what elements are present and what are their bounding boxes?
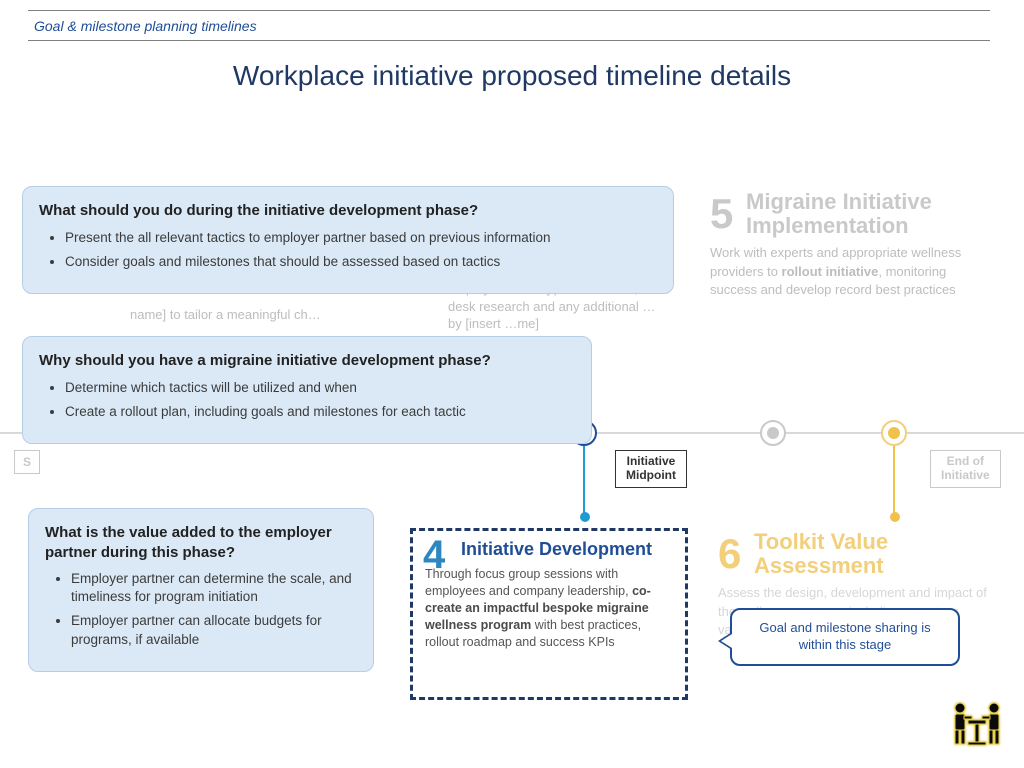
timeline-end-label: End ofInitiative [930,450,1001,488]
breadcrumb: Goal & milestone planning timelines [34,18,257,34]
callout-what-do: What should you do during the initiative… [22,186,674,294]
timeline-midpoint-text: InitiativeMidpoint [626,454,676,482]
callout-what-do-list: Present the all relevant tactics to empl… [39,229,657,271]
timeline-node-step5 [760,420,786,446]
meeting-icon [948,700,1006,756]
step-6-title: Toolkit Value Assessment [754,530,988,578]
step-4-highlight: 4 Initiative Development Through focus g… [410,528,688,700]
callout-value-item: Employer partner can allocate budgets fo… [71,612,357,648]
callout-why-item: Create a rollout plan, including goals a… [65,403,575,421]
goal-bubble-text: Goal and milestone sharing is within thi… [759,620,930,652]
step-4-title: Initiative Development [461,539,673,560]
step-5-body: Work with experts and appropriate wellne… [710,244,970,299]
step-4-body: Through focus group sessions with employ… [425,566,673,650]
step-5-number: 5 [710,190,733,238]
callout-what-do-item: Consider goals and milestones that shoul… [65,253,657,271]
ghost-text-1: name] to tailor a meaningful ch… [130,306,360,324]
step-5-body-bold: rollout initiative [782,264,879,279]
callout-why-heading: Why should you have a migraine initiativ… [39,351,575,371]
timeline-stem-dot [580,512,590,522]
timeline-end-text: End ofInitiative [941,454,990,482]
slide: Goal & milestone planning timelines Work… [0,0,1024,768]
callout-value-list: Employer partner can determine the scale… [45,570,357,649]
step-4-number: 4 [423,533,445,578]
rule-under-breadcrumb [28,40,990,41]
timeline-midpoint-label: InitiativeMidpoint [615,450,687,488]
timeline-stem-step6-dot [890,512,900,522]
step-5-title: Migraine Initiative Implementation [746,190,970,238]
callout-why: Why should you have a migraine initiativ… [22,336,592,444]
callout-why-list: Determine which tactics will be utilized… [39,379,575,421]
timeline-stem-midpoint [583,446,585,516]
step-4-body-pre: Through focus group sessions with employ… [425,567,632,598]
step-5: 5 Migraine Initiative Implementation Wor… [710,190,970,299]
timeline-stem-step6 [893,446,895,516]
rule-top [28,10,990,11]
timeline-node-step6 [881,420,907,446]
goal-bubble: Goal and milestone sharing is within thi… [730,608,960,666]
callout-what-do-heading: What should you do during the initiative… [39,201,657,221]
callout-value-item: Employer partner can determine the scale… [71,570,357,606]
page-title: Workplace initiative proposed timeline d… [0,60,1024,92]
callout-why-item: Determine which tactics will be utilized… [65,379,575,397]
step-6-number: 6 [718,530,741,578]
callout-what-do-item: Present the all relevant tactics to empl… [65,229,657,247]
timeline-start-box: S [14,450,40,474]
callout-value-heading: What is the value added to the employer … [45,523,357,562]
callout-value: What is the value added to the employer … [28,508,374,672]
